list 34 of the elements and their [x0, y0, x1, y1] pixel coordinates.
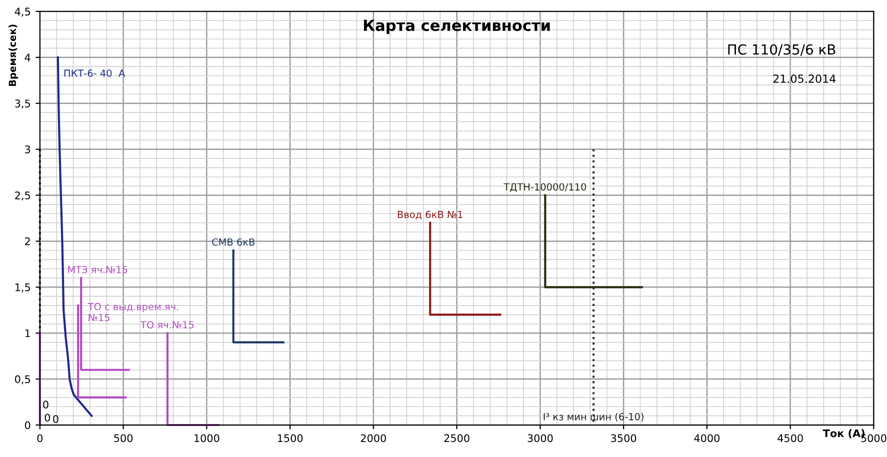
data-label: 0 [44, 414, 50, 422]
series-label: Ввод 6кВ №1 [398, 210, 462, 220]
y-tick-label: 4 [24, 54, 30, 62]
annotation: 21.05.2014 [773, 74, 836, 83]
x-tick-label: 1000 [194, 434, 220, 442]
series-label: СМВ 6кВ [212, 238, 254, 246]
y-tick-label: 2,5 [15, 191, 30, 200]
y-tick-label: 3,5 [15, 100, 30, 108]
y-tick-label: 3 [25, 146, 30, 154]
series-label: МТЗ яч.№15 [68, 266, 128, 274]
x-tick-label: 1500 [278, 434, 303, 442]
y-tick-label: 1,5 [15, 284, 30, 292]
annotation: 0 [53, 415, 58, 423]
x-tick-label: 4000 [694, 434, 720, 442]
y-tick-label: 1 [25, 329, 30, 338]
y-tick-label: 2 [25, 237, 30, 246]
x-tick-label: 2000 [360, 434, 386, 442]
annotation: ПС 110/35/6 кВ [728, 44, 836, 56]
x-tick-label: 0 [37, 434, 43, 442]
x-tick-label: 500 [114, 434, 133, 442]
annotation: 0 [43, 400, 48, 409]
y-tick-label: 0,5 [15, 375, 30, 384]
y-axis-title: Время(сек) [8, 24, 18, 86]
series-label: ТО яч.№15 [140, 321, 194, 328]
series-label: ТДТН-10000/110 [504, 183, 586, 192]
series-label: ПКТ-6- 40 А [64, 70, 126, 77]
x-tick-label: 3000 [528, 434, 553, 442]
y-tick-label: 0 [24, 421, 30, 430]
y-tick-label: 4,5 [14, 8, 30, 17]
x-tick-label: 4500 [778, 434, 803, 442]
x-tick-label: 2500 [444, 434, 470, 442]
x-tick-label: 3500 [611, 434, 636, 442]
series-label: I³ кз мин шин (6-10) [544, 412, 644, 422]
text: Карта селективности [364, 20, 550, 34]
